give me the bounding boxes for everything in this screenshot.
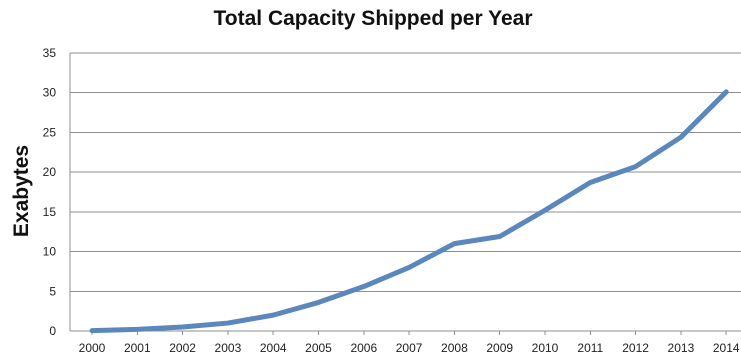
x-tick-label: 2012 xyxy=(622,341,649,355)
y-tick-label: 10 xyxy=(43,245,57,259)
x-tick-label: 2008 xyxy=(441,341,468,355)
x-tick-label: 2001 xyxy=(124,341,151,355)
y-tick-label: 25 xyxy=(43,125,57,139)
x-tick-label: 2010 xyxy=(532,341,559,355)
x-tick-label: 2007 xyxy=(396,341,423,355)
y-tick-label: 15 xyxy=(43,205,57,219)
y-tick-label: 35 xyxy=(43,46,57,60)
x-tick-label: 2004 xyxy=(260,341,287,355)
x-tick-label: 2014 xyxy=(713,341,740,355)
gridlines xyxy=(70,52,741,292)
x-tick-label: 2006 xyxy=(350,341,377,355)
y-tick-label: 0 xyxy=(49,324,56,338)
y-axis-label: Exabytes xyxy=(10,145,33,237)
y-tick-labels: 0 5 10 15 20 25 30 35 xyxy=(43,46,57,338)
x-tick-labels: 2000 2001 2002 2003 2004 2005 2006 2007 2008 2009… xyxy=(79,341,740,355)
x-tick-label: 2011 xyxy=(577,341,603,355)
x-tick-label: 2000 xyxy=(79,341,106,355)
y-tick-label: 20 xyxy=(43,165,57,179)
chart-title: Total Capacity Shipped per Year xyxy=(214,7,533,30)
axes xyxy=(69,53,741,335)
data-points xyxy=(91,91,727,331)
series-layer xyxy=(89,89,729,334)
y-tick-label: 5 xyxy=(49,284,56,298)
x-tick-label: 2003 xyxy=(215,341,242,355)
y-tick-label: 30 xyxy=(43,86,57,100)
x-tick-label: 2005 xyxy=(305,341,332,355)
x-tick-label: 2013 xyxy=(668,341,695,355)
x-tick-label: 2002 xyxy=(169,341,196,355)
x-tick-label: 2009 xyxy=(486,341,513,355)
series-line-0 xyxy=(89,89,729,334)
